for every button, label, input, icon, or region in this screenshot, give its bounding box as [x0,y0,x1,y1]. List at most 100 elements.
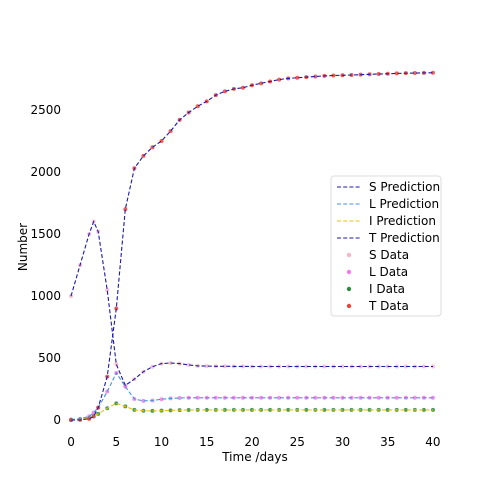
data-point [159,397,164,402]
data-point [195,395,200,400]
data-point [186,362,191,367]
x-tick-label: 30 [335,435,350,449]
legend-label: T Prediction [368,231,440,245]
series-t-data [69,70,435,423]
data-point [376,72,381,77]
y-tick-label: 2000 [30,165,61,179]
x-tick-label: 40 [425,435,440,449]
data-point [277,395,282,400]
legend-label: L Data [369,265,408,279]
y-tick-label: 2500 [30,103,61,117]
legend-frame [330,175,442,317]
data-point [430,395,435,400]
legend-entry: T Prediction [337,231,440,245]
x-axis-ticks: 0 5 10 15 20 25 30 35 40 [67,435,440,449]
data-point [430,70,435,75]
data-point [340,364,345,369]
data-point [358,395,363,400]
legend-label: L Prediction [369,197,439,211]
data-point [304,407,309,412]
data-point [150,408,155,413]
data-point [376,395,381,400]
data-point [286,364,291,369]
legend-entry: I Data [346,282,405,296]
x-tick-label: 5 [112,435,120,449]
x-tick-label: 10 [154,435,169,449]
data-point [394,71,399,76]
y-axis-ticks: 0 500 1000 1500 2000 2500 [30,103,61,427]
data-point [268,407,273,412]
x-tick-label: 25 [290,435,305,449]
legend-marker-swatch [346,286,352,292]
x-tick-label: 0 [67,435,75,449]
data-point [204,407,209,412]
series-i-prediction [70,402,433,421]
data-point [322,407,327,412]
legend-label: S Data [369,248,409,262]
series-l-data [69,370,435,422]
data-point [313,74,318,79]
y-axis-label: Number [16,223,30,271]
data-point [295,395,300,400]
x-axis-label: Time /days [221,450,288,464]
legend-entry: I Prediction [337,214,436,228]
series-s-prediction [70,220,433,387]
legend: S Prediction L Prediction I Prediction T Pr… [330,175,442,317]
legend-entry: S Prediction [337,180,440,194]
data-point [141,398,146,403]
y-tick-label: 1000 [30,289,61,303]
data-point [304,364,309,369]
legend-marker-swatch [346,303,352,309]
data-point [358,364,363,369]
data-point [403,364,408,369]
data-point [394,395,399,400]
y-tick-label: 500 [38,351,61,365]
data-point [105,287,110,292]
data-point [421,364,426,369]
data-point [213,395,218,400]
data-point [259,395,264,400]
data-point [105,389,110,394]
series-l-prediction [70,371,433,421]
legend-entry: T Data [346,299,409,313]
data-point [295,75,300,80]
x-tick-label: 20 [244,435,259,449]
data-point [222,364,227,369]
legend-entry: S Data [346,248,409,262]
legend-label: S Prediction [369,180,440,194]
data-point [412,395,417,400]
data-point [204,364,209,369]
data-point [313,395,318,400]
data-point [177,396,182,401]
data-point [412,71,417,76]
data-point [114,401,119,406]
legend-label: I Data [369,282,405,296]
data-point [186,408,191,413]
data-point [123,207,128,212]
legend-marker-swatch [346,269,352,275]
y-tick-label: 0 [53,413,61,427]
legend-marker-swatch [346,252,352,258]
plot-area [69,70,435,423]
data-point [114,306,119,311]
series-t-prediction [70,72,434,421]
x-tick-label: 35 [380,435,395,449]
data-point [150,364,155,369]
legend-label: I Prediction [369,214,436,228]
data-point [222,89,227,94]
data-point [403,407,408,412]
x-tick-label: 15 [199,435,214,449]
data-point [240,364,245,369]
data-point [168,408,173,413]
data-point [277,77,282,82]
data-point [331,73,336,78]
legend-label: T Data [368,299,409,313]
data-point [322,364,327,369]
data-point [385,407,390,412]
data-point [168,361,173,366]
data-point [421,407,426,412]
data-point [259,81,264,86]
data-point [222,407,227,412]
y-tick-label: 1500 [30,227,61,241]
